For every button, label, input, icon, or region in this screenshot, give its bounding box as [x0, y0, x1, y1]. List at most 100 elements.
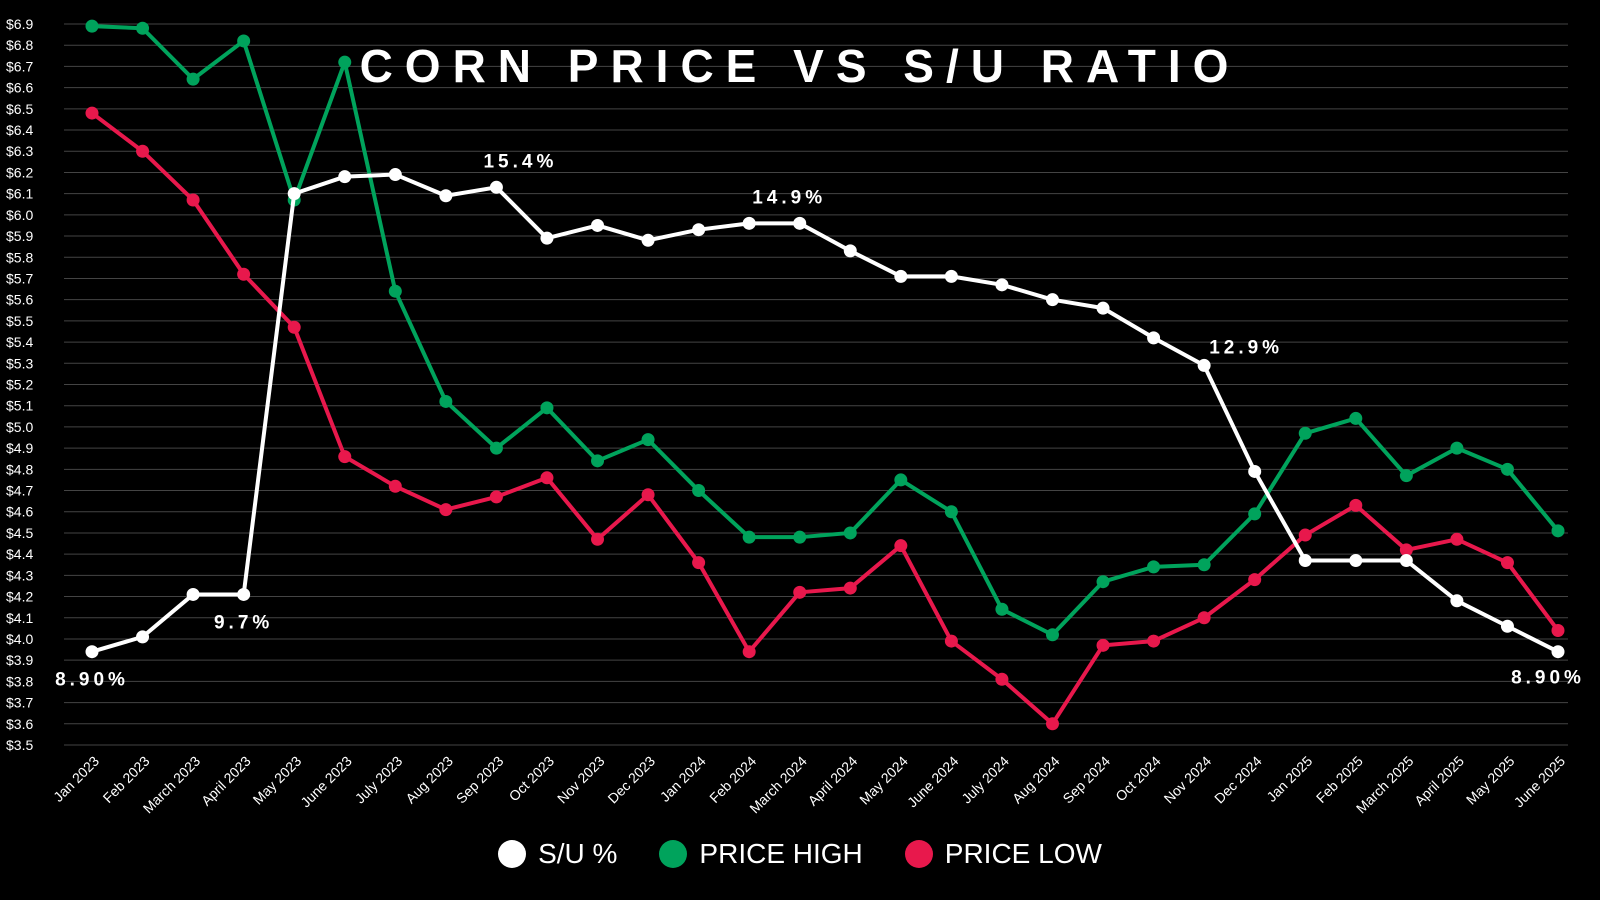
legend-label-price-low: PRICE LOW — [944, 838, 1102, 869]
y-tick-label: $5.9 — [6, 228, 33, 244]
data-point-s-u — [591, 218, 605, 232]
data-point-price-low — [1450, 532, 1464, 546]
x-tick-label: Jan 2025 — [1263, 753, 1315, 805]
data-point-price-low — [1096, 638, 1110, 652]
data-point-s-u — [1045, 293, 1059, 307]
x-tick-label: July 2023 — [352, 753, 406, 807]
data-point-price-high — [1399, 469, 1413, 483]
data-point-s-u — [944, 269, 958, 283]
y-tick-label: $4.2 — [6, 589, 33, 605]
y-tick-label: $4.4 — [6, 546, 33, 562]
data-point-s-u — [742, 216, 756, 230]
data-point-s-u — [995, 278, 1009, 292]
y-tick-label: $4.0 — [6, 631, 33, 647]
data-label: 15.4% — [483, 151, 557, 172]
series-line-s-u — [90, 172, 1560, 654]
data-point-price-low — [1349, 498, 1363, 512]
series-price-low — [85, 106, 1565, 731]
data-label: 8.90% — [55, 670, 129, 691]
x-tick-label: April 2025 — [1411, 753, 1467, 809]
data-point-price-high — [1096, 575, 1110, 589]
series-s-u — [85, 168, 1565, 659]
series-price-high — [85, 19, 1565, 642]
y-tick-label: $5.5 — [6, 313, 33, 329]
data-point-price-high — [843, 526, 857, 540]
data-point-price-low — [136, 144, 150, 158]
x-tick-label: Nov 2023 — [554, 753, 608, 807]
data-point-price-high — [742, 530, 756, 544]
y-tick-label: $6.8 — [6, 37, 33, 53]
data-point-price-high — [1248, 507, 1262, 521]
x-tick-label: Aug 2023 — [402, 753, 456, 807]
y-tick-label: $4.9 — [6, 440, 33, 456]
y-tick-label: $5.0 — [6, 419, 33, 435]
x-tick-label: Aug 2024 — [1009, 753, 1063, 807]
data-point-price-high — [237, 34, 251, 48]
y-tick-label: $5.4 — [6, 334, 33, 350]
chart-legend: S/U % PRICE HIGH PRICE LOW — [0, 838, 1600, 870]
data-point-s-u — [338, 170, 352, 184]
data-point-s-u — [793, 216, 807, 230]
data-point-s-u — [1399, 554, 1413, 568]
data-point-price-low — [1045, 717, 1059, 731]
x-tick-label: June 2024 — [904, 753, 962, 811]
data-annotations: 8.90% 9.7% 15.4% 14.9% 12.9% 8.90% — [55, 151, 1581, 691]
legend-item-su: S/U % — [498, 838, 617, 870]
data-point-price-low — [237, 267, 251, 281]
y-tick-label: $3.8 — [6, 673, 33, 689]
data-point-s-u — [1500, 619, 1514, 633]
data-point-price-high — [85, 19, 99, 33]
x-tick-label: Feb 2024 — [706, 753, 759, 806]
y-tick-label: $5.1 — [6, 398, 33, 414]
data-point-s-u — [692, 223, 706, 237]
x-tick-label: Sep 2024 — [1059, 753, 1113, 807]
data-point-s-u — [843, 244, 857, 258]
legend-swatch-price-low — [904, 840, 933, 868]
data-point-price-low — [944, 634, 958, 648]
data-point-price-high — [186, 72, 200, 86]
y-tick-label: $6.1 — [6, 186, 33, 202]
data-point-price-high — [1349, 411, 1363, 425]
data-point-price-high — [1551, 524, 1565, 538]
data-point-price-low — [1500, 556, 1514, 570]
y-tick-label: $4.7 — [6, 483, 33, 499]
series-line-price-high — [90, 24, 1560, 637]
data-label: 14.9% — [752, 187, 826, 208]
x-tick-label: July 2024 — [958, 753, 1012, 807]
data-point-price-high — [338, 55, 352, 69]
x-tick-label: Nov 2024 — [1161, 753, 1215, 807]
y-tick-label: $5.7 — [6, 270, 33, 286]
y-tick-label: $6.5 — [6, 101, 33, 117]
series-lines — [85, 19, 1565, 731]
data-point-s-u — [85, 645, 99, 659]
data-point-price-low — [540, 471, 554, 485]
y-axis-tick-labels: $6.9 $6.8 $6.7 $6.6 $6.5 $6.4 $6.3 $6.2 $6.1 $6.0… — [6, 16, 33, 753]
y-tick-label: $4.3 — [6, 567, 33, 583]
y-tick-label: $4.8 — [6, 461, 33, 477]
y-tick-label: $5.3 — [6, 355, 33, 371]
x-tick-label: April 2023 — [198, 753, 254, 809]
x-tick-label: June 2023 — [297, 753, 355, 811]
data-point-price-high — [136, 21, 150, 35]
y-tick-label: $6.0 — [6, 207, 33, 223]
data-point-price-high — [1197, 558, 1211, 572]
data-point-price-low — [1147, 634, 1161, 648]
y-tick-label: $3.7 — [6, 695, 33, 711]
x-tick-label: June 2025 — [1511, 753, 1569, 811]
data-point-price-low — [1551, 623, 1565, 637]
data-label: 12.9% — [1209, 337, 1283, 358]
data-point-price-high — [793, 530, 807, 544]
data-label: 9.7% — [214, 612, 273, 633]
chart-title: CORN PRICE VS S/U RATIO — [360, 40, 1241, 92]
x-tick-label: Sep 2023 — [453, 753, 507, 807]
legend-swatch-su — [498, 840, 527, 868]
data-point-s-u — [1197, 358, 1211, 372]
data-point-price-low — [843, 581, 857, 595]
data-point-s-u — [388, 168, 402, 182]
data-point-price-high — [1147, 560, 1161, 574]
data-point-s-u — [894, 269, 908, 283]
legend-item-price-low: PRICE LOW — [904, 838, 1102, 870]
y-tick-label: $5.6 — [6, 292, 33, 308]
y-tick-label: $6.9 — [6, 16, 33, 32]
